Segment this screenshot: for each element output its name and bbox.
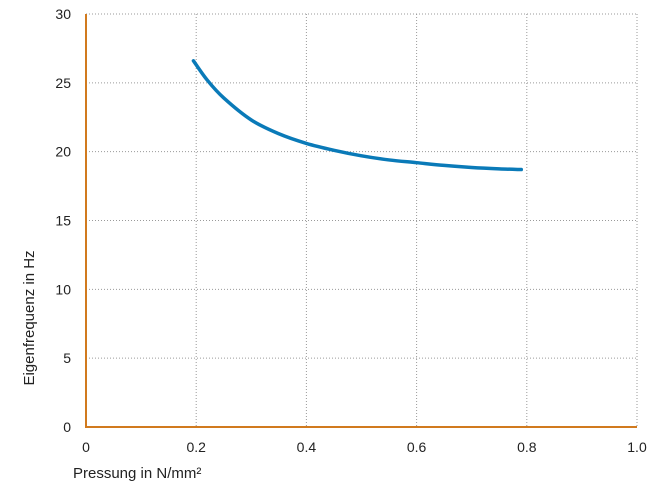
series-group xyxy=(191,59,524,172)
y-tick-label: 15 xyxy=(55,213,71,229)
x-tick-label: 0.4 xyxy=(297,439,317,455)
x-tick-label: 0 xyxy=(82,439,90,455)
y-tick-label: 5 xyxy=(63,350,71,366)
y-tick-label: 25 xyxy=(55,75,71,91)
grid xyxy=(86,13,638,427)
y-tick-label: 30 xyxy=(55,6,71,22)
x-tick-label: 0.6 xyxy=(407,439,427,455)
axes xyxy=(85,14,637,428)
y-axis-ticks: 0 5 10 15 20 25 30 xyxy=(55,6,71,435)
y-tick-label: 0 xyxy=(63,419,71,435)
x-tick-label: 0.8 xyxy=(517,439,537,455)
y-axis-title: Eigenfrequenz in Hz xyxy=(21,250,38,385)
y-tick-label: 20 xyxy=(55,144,71,160)
x-tick-label: 1.0 xyxy=(627,439,647,455)
y-tick-label: 10 xyxy=(55,281,71,297)
x-tick-label: 0.2 xyxy=(186,439,206,455)
series-line xyxy=(191,59,524,172)
x-axis-title: Pressung in N/mm² xyxy=(73,465,201,482)
x-axis-ticks: 0 0.2 0.4 0.6 0.8 1.0 xyxy=(82,439,647,455)
